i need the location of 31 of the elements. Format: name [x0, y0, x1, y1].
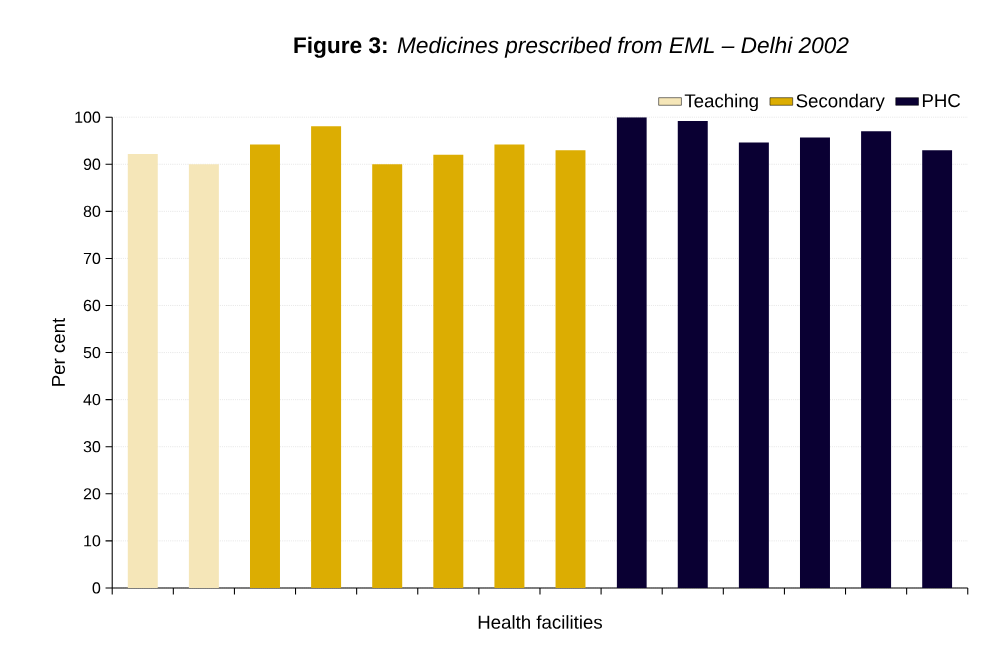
x-axis-title: Health facilities — [478, 615, 602, 629]
legend-label: Secondary — [796, 93, 885, 112]
bar — [372, 164, 403, 588]
bar — [555, 150, 586, 588]
bar — [861, 131, 892, 588]
y-tick-label: 70 — [83, 252, 101, 264]
bar — [433, 154, 464, 588]
chart-title: Figure 3: Medicines prescribed from EML – Delhi 2002 — [294, 36, 849, 58]
y-tick-label: 60 — [83, 299, 101, 312]
bar — [249, 144, 280, 588]
y-tick-label: 30 — [83, 440, 101, 453]
y-tick-label: 100 — [75, 111, 101, 123]
y-tick-label: 40 — [83, 393, 101, 406]
y-tick-label: 20 — [83, 488, 101, 500]
bar — [616, 117, 647, 588]
y-tick-label: 0 — [92, 582, 101, 594]
bar — [922, 150, 953, 588]
legend-label: PHC — [922, 93, 961, 108]
bar — [311, 126, 342, 588]
y-tick-label: 50 — [83, 346, 101, 359]
y-tick-label: 90 — [83, 158, 101, 170]
y-axis-title: Per cent — [51, 317, 66, 386]
y-tick-label: 10 — [84, 535, 101, 547]
y-tick-label: 80 — [83, 205, 101, 217]
bar — [799, 137, 830, 588]
bar — [494, 144, 525, 588]
bar — [188, 164, 219, 588]
legend-label: Teaching — [684, 93, 758, 112]
bar — [738, 142, 769, 588]
bar — [127, 153, 158, 588]
bar — [677, 120, 708, 588]
